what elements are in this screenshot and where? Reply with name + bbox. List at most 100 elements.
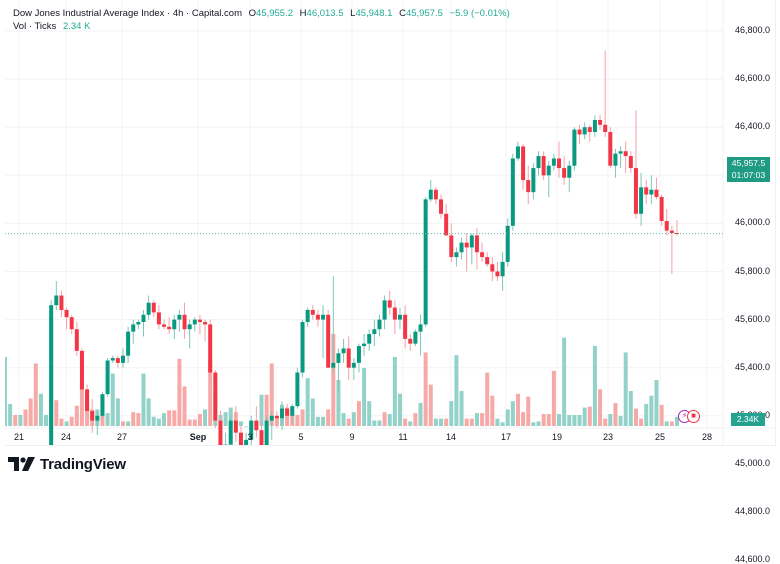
candle-down [59, 296, 63, 310]
candle-down [167, 327, 171, 329]
candle-down [434, 190, 438, 200]
candle-down [85, 389, 89, 411]
volume-bar [583, 408, 587, 426]
candle-down [578, 130, 582, 135]
bar-countdown: 01:07:03 [727, 170, 770, 182]
candle-up [301, 322, 305, 373]
volume-bar [111, 374, 115, 426]
candle-up [106, 360, 110, 394]
volume-bar [665, 421, 669, 426]
low-value: 45,948.1 [355, 8, 392, 19]
volume-bar [377, 420, 381, 426]
candle-up [552, 158, 556, 165]
volume-bar [5, 357, 7, 426]
candle-up [188, 324, 192, 329]
volume-bar [316, 417, 320, 426]
volume-bar [224, 412, 228, 426]
candle-up [342, 348, 346, 353]
volume-bar [121, 421, 125, 426]
volume-bar [39, 394, 43, 426]
symbol-title[interactable]: Dow Jones Industrial Average Index · 4h … [13, 8, 242, 19]
volume-bar [398, 394, 402, 426]
candle-down [449, 235, 453, 257]
time-axis-label: 25 [655, 432, 665, 442]
candle-up [516, 146, 520, 158]
volume-bar [413, 413, 417, 426]
time-axis-label: 11 [398, 432, 407, 442]
candle-down [588, 127, 592, 132]
volume-bar [490, 396, 494, 426]
volume-bar [567, 415, 571, 426]
volume-bar [403, 419, 407, 426]
candle-down [162, 324, 166, 326]
candle-down [90, 411, 94, 421]
price-axis-label: 45,000.0 [710, 458, 770, 468]
volume-bar [326, 409, 330, 426]
candle-down [495, 272, 499, 277]
volume-bar [13, 415, 17, 426]
time-axis-label: 24 [61, 432, 71, 442]
chart-legend: Dow Jones Industrial Average Index · 4h … [13, 7, 510, 33]
candle-down [557, 158, 561, 168]
candle-up [460, 243, 464, 253]
volume-row: Vol · Ticks 2.34 K [13, 20, 510, 33]
candle-down [608, 132, 612, 166]
volume-bar [244, 426, 248, 427]
volume-bar [547, 414, 551, 426]
volume-bar [136, 413, 140, 426]
volume-bar [54, 400, 58, 426]
candle-up [424, 199, 428, 324]
volume-bar [301, 409, 305, 426]
candle-down [465, 243, 469, 248]
volume-bar [167, 410, 171, 426]
candle-down [490, 264, 494, 271]
price-axis-label: 44,600.0 [710, 554, 770, 564]
candle-down [562, 168, 566, 178]
candle-down [75, 329, 79, 351]
candle-down [65, 310, 69, 317]
candle-down [285, 409, 289, 416]
volume-bar [347, 419, 351, 426]
volume-bar [460, 391, 464, 426]
price-axis-label: 46,800.0 [710, 25, 770, 35]
candle-up [95, 416, 99, 421]
volume-bar [362, 368, 366, 426]
candle-down [665, 221, 669, 231]
volume-label[interactable]: Vol · Ticks [13, 21, 56, 32]
volume-bar [321, 417, 325, 426]
volume-bar [408, 421, 412, 426]
volume-bar [654, 380, 658, 426]
price-plot[interactable] [5, 0, 775, 445]
volume-bar [624, 352, 628, 426]
price-axis-label: 46,400.0 [710, 121, 770, 131]
candle-up [49, 305, 53, 445]
candle-down [439, 199, 443, 213]
time-axis-label: 28 [702, 432, 712, 442]
volume-bar [372, 420, 376, 426]
volume-bar [454, 355, 458, 426]
volume-bar [506, 409, 510, 426]
volume-bar [536, 421, 540, 426]
candle-down [239, 433, 243, 445]
candle-down [259, 430, 263, 445]
volume-bar [419, 403, 423, 426]
volume-bar [542, 414, 546, 426]
open-label: O [249, 8, 256, 19]
candle-up [142, 315, 146, 322]
volume-bar [29, 398, 33, 426]
candle-up [511, 158, 515, 225]
time-axis-label: 5 [298, 432, 303, 442]
volume-bar [424, 352, 428, 426]
volume-bar [639, 419, 643, 426]
time-axis-label: 19 [552, 432, 562, 442]
volume-bar [367, 401, 371, 426]
candle-down [208, 324, 212, 372]
price-axis-label: 46,600.0 [710, 73, 770, 83]
candle-down [403, 315, 407, 339]
last-price-value: 45,957.5 [727, 158, 770, 170]
us-economic-event-icon[interactable]: ■ [687, 410, 700, 423]
chart-frame[interactable] [5, 0, 776, 446]
volume-bar [106, 413, 110, 426]
volume-bar [157, 419, 161, 426]
candle-up [193, 320, 197, 325]
